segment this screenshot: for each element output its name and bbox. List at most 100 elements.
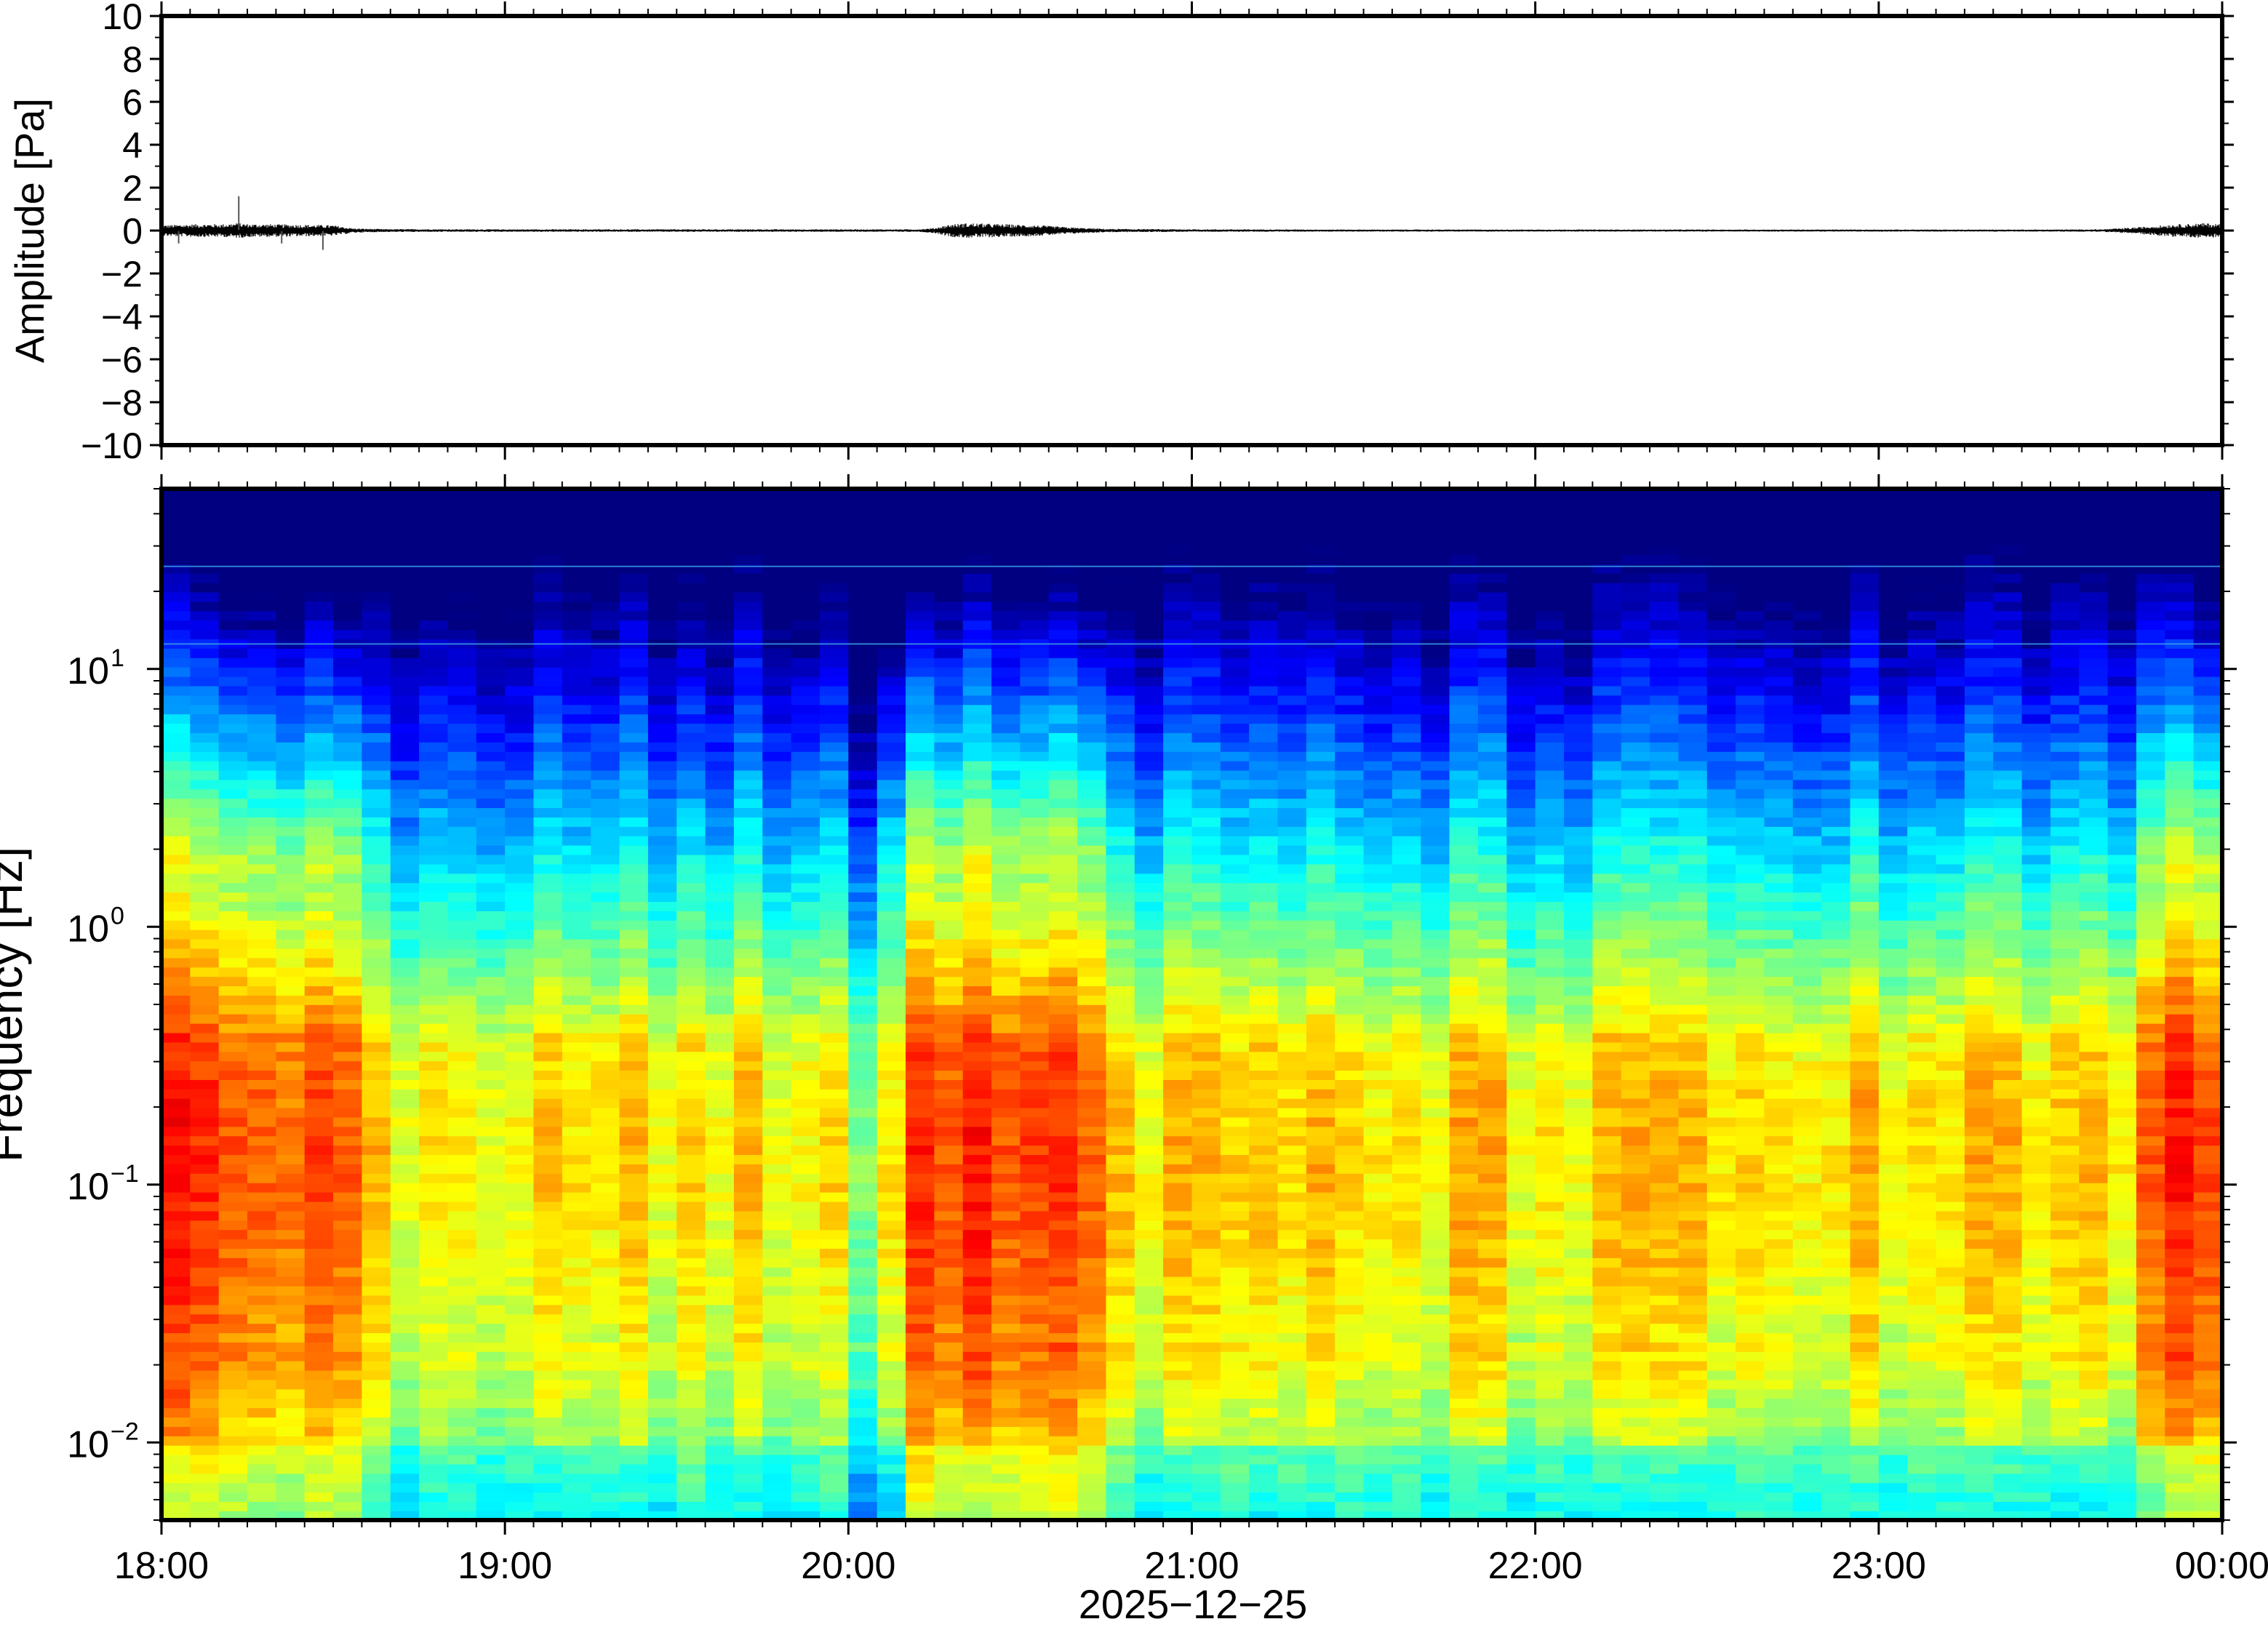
spectrogram-cell [706, 930, 735, 940]
spectrogram-cell [1106, 901, 1135, 911]
spectrogram-cell [591, 798, 620, 808]
spectrogram-cell [1192, 508, 1221, 518]
spectrogram-cell [762, 1351, 791, 1362]
spectrogram-cell [591, 1295, 620, 1306]
spectrogram-cell [991, 1220, 1021, 1230]
spectrogram-cell [276, 995, 305, 1005]
spectrogram-cell [591, 892, 620, 902]
spectrogram-cell [877, 1042, 906, 1052]
spectrogram-cell [620, 892, 649, 902]
spectrogram-cell [219, 498, 248, 508]
spectrogram-cell [161, 629, 191, 639]
spectrogram-cell [991, 789, 1021, 799]
spectrogram-cell [1163, 855, 1192, 865]
spectrogram-cell [706, 620, 735, 630]
spectrogram-cell [1364, 1267, 1393, 1277]
spectrogram-cell [1049, 1380, 1078, 1390]
spectrogram-cell [734, 1286, 763, 1296]
spectrogram-cell [1306, 657, 1335, 668]
spectrogram-cell [447, 1117, 476, 1127]
spectrogram-cell [1077, 780, 1106, 790]
spectrogram-cell [848, 1342, 877, 1352]
spectrogram-cell [190, 1407, 219, 1418]
spectrogram-cell [676, 1079, 706, 1090]
spectrogram-cell [676, 1192, 706, 1202]
spectrogram-cell [934, 1229, 963, 1239]
spectrogram-cell [1020, 1342, 1049, 1352]
spectrogram-cell [1278, 1407, 1307, 1418]
spectrogram-cell [791, 611, 820, 621]
spectrogram-cell [562, 1108, 591, 1118]
spectrogram-cell [534, 667, 563, 677]
spectrogram-cell [247, 695, 276, 705]
spectrogram-cell [648, 1445, 677, 1455]
spectrogram-cell [419, 1220, 448, 1230]
spectrogram-cell [1306, 554, 1335, 564]
spectrogram-cell [562, 1492, 591, 1502]
spectrogram-cell [534, 770, 563, 780]
spectrogram-cell [1192, 930, 1221, 940]
spectrogram-cell [762, 920, 791, 930]
spectrogram-cell [562, 1267, 591, 1277]
spectrogram-cell [1364, 751, 1393, 761]
spectrogram-cell [620, 611, 649, 621]
spectrogram-cell [476, 742, 506, 752]
spectrogram-cell [1135, 948, 1164, 959]
spectrogram-cell [620, 751, 649, 761]
spectrogram-cell [247, 874, 276, 884]
spectrogram-cell [476, 1079, 506, 1090]
spectrogram-cell [1135, 1070, 1164, 1080]
spectrogram-cell [161, 527, 191, 537]
spectrogram-cell [333, 554, 362, 564]
spectrogram-cell [505, 1220, 534, 1230]
spectrogram-cell [419, 855, 448, 865]
spectrogram-cell [190, 1154, 219, 1164]
spectrogram-cell [762, 882, 791, 892]
spectrogram-cell [1192, 920, 1221, 930]
spectrogram-cell [362, 1323, 391, 1333]
spectrogram-cell [848, 967, 877, 977]
spectrogram-cell [791, 901, 820, 911]
spectrogram-cell [1278, 1117, 1307, 1127]
spectrogram-cell [391, 761, 420, 771]
spectrogram-cell [305, 527, 334, 537]
spectrogram-cell [1077, 958, 1106, 968]
spectrogram-cell [1249, 798, 1278, 808]
spectrogram-cell [676, 967, 706, 977]
spectrogram-cell [362, 901, 391, 911]
spectrogram-cell [963, 1258, 992, 1268]
spectrogram-cell [848, 1474, 877, 1484]
spectrogram-cell [362, 508, 391, 518]
spectrogram-cell [934, 1445, 963, 1455]
spectrogram-cell [676, 958, 706, 968]
spectrogram-cell [190, 948, 219, 959]
spectrogram-cell [963, 1248, 992, 1258]
spectrogram-cell [1020, 1332, 1049, 1343]
spectrogram-cell [620, 1276, 649, 1287]
spectrogram-cell [419, 836, 448, 846]
spectrogram-cell [1306, 1464, 1335, 1474]
spectrogram-cell [419, 817, 448, 827]
spectrogram-cell [648, 1060, 677, 1071]
spectrogram-cell [362, 1464, 391, 1474]
spectrogram-cell [1192, 882, 1221, 892]
spectrogram-cell [820, 1501, 849, 1511]
spectrogram-cell [1249, 1417, 1278, 1427]
spectrogram-cell [676, 695, 706, 705]
spectrogram-cell [1306, 592, 1335, 602]
spectrogram-cell [1192, 1192, 1221, 1202]
spectrogram-cell [476, 1014, 506, 1024]
spectrogram-cell [447, 976, 476, 986]
spectrogram-cell [1192, 1033, 1221, 1043]
spectrogram-cell [305, 1436, 334, 1446]
spectrogram-cell [676, 648, 706, 658]
spectrogram-cell [476, 1286, 506, 1296]
spectrogram-cell [276, 1474, 305, 1484]
spectrogram-cell [1249, 1426, 1278, 1436]
spectrogram-cell [1077, 1314, 1106, 1324]
spectrogram-cell [1221, 882, 1250, 892]
spectrogram-cell [706, 1117, 735, 1127]
spectrogram-cell [276, 667, 305, 677]
spectrogram-cell [447, 1173, 476, 1183]
spectrogram-cell [419, 874, 448, 884]
